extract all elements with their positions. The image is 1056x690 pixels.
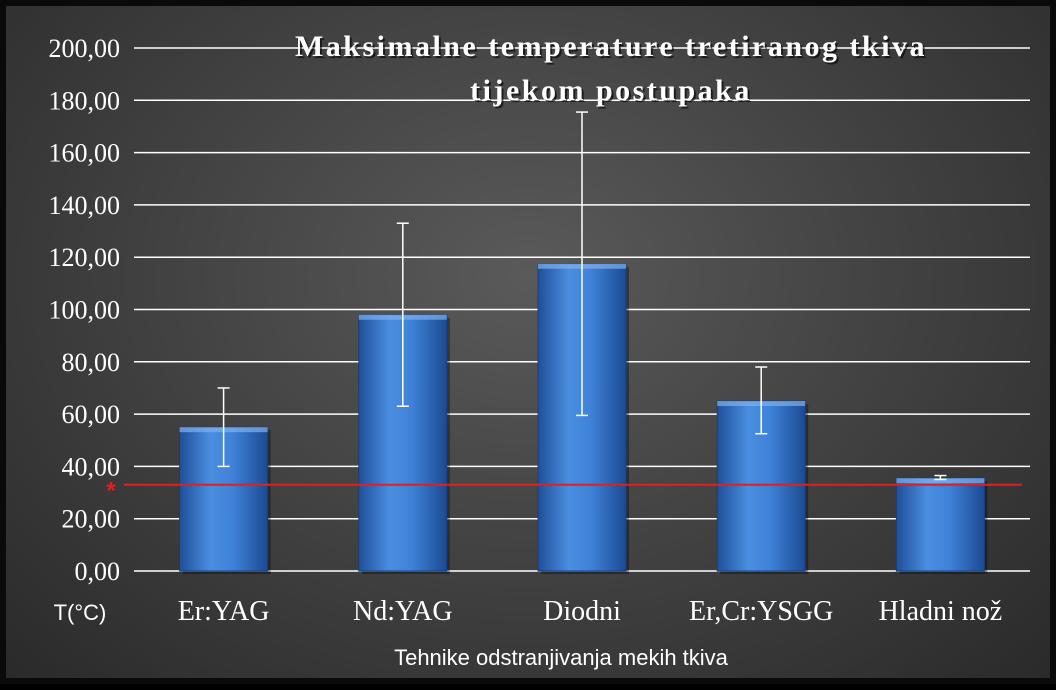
x-tick-label: Er,Cr:YSGG — [689, 596, 833, 627]
reference-line-group: * — [106, 478, 1022, 505]
x-tick-label: Hladni nož — [879, 596, 1003, 627]
bar-highlight — [896, 478, 985, 484]
x-axis-title: Tehnike odstranjivanja mekih tkiva — [394, 645, 729, 670]
y-tick-label: 60,00 — [62, 400, 121, 429]
x-tick-label: Nd:YAG — [353, 596, 453, 627]
chart-title-line1: Maksimalne temperature tretiranog tkiva — [295, 30, 927, 63]
y-tick-label: 0,00 — [75, 557, 121, 586]
bar-chart: 0,00 20,00 40,00 60,00 80,00 100,00 120,00 140,… — [49, 30, 1030, 670]
y-axis-ticks: 0,00 20,00 40,00 60,00 80,00 100,00 120,00 140,… — [49, 34, 121, 586]
reference-marker: * — [106, 478, 116, 505]
y-tick-label: 80,00 — [62, 348, 121, 377]
x-tick-label: Diodni — [543, 596, 621, 627]
y-tick-label: 180,00 — [49, 86, 121, 115]
y-tick-label: 40,00 — [62, 452, 121, 481]
y-tick-label: 140,00 — [49, 191, 121, 220]
y-tick-label: 200,00 — [49, 34, 121, 63]
y-axis-unit-label: T(°C) — [54, 600, 107, 625]
error-bars — [217, 111, 947, 481]
chart-title-line1-shadow: Maksimalne temperature tretiranog tkiva — [297, 32, 929, 65]
y-tick-label: 120,00 — [49, 243, 121, 272]
y-tick-label: 20,00 — [62, 505, 121, 534]
bars — [179, 263, 988, 574]
x-axis-ticks: Er:YAG Nd:YAG Diodni Er,Cr:YSGG Hladni nož — [178, 596, 1003, 627]
y-tick-label: 100,00 — [49, 296, 121, 325]
chart-title-line2: tijekom postupaka — [470, 74, 752, 107]
x-tick-label: Er:YAG — [178, 596, 270, 627]
chart-title-line2-shadow: tijekom postupaka — [472, 76, 754, 109]
y-tick-label: 160,00 — [49, 139, 121, 168]
bar — [895, 477, 985, 572]
